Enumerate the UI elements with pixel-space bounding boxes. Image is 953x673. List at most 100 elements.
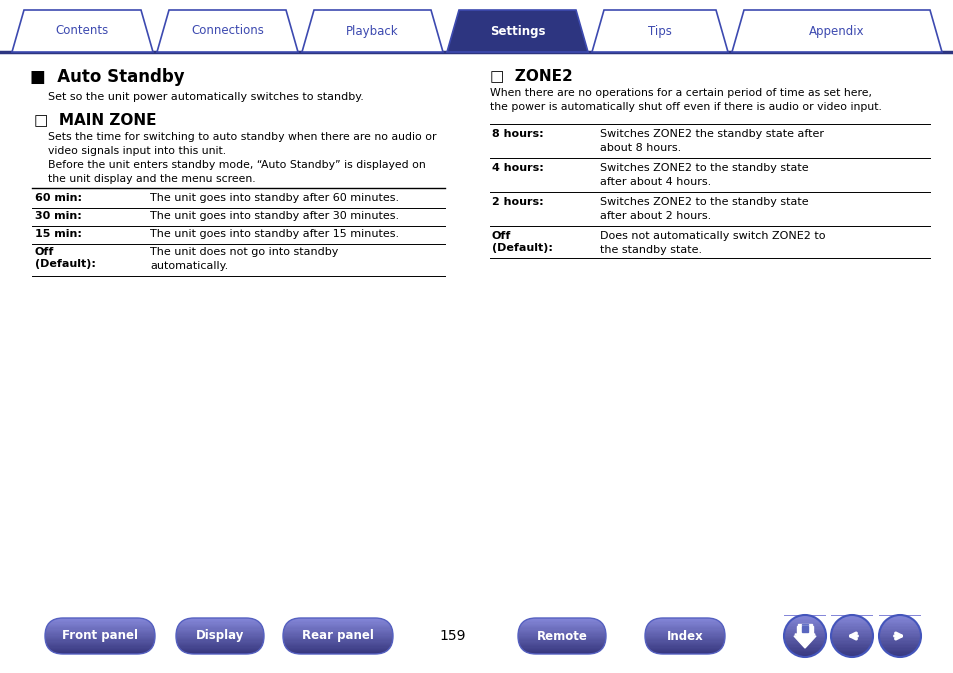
Bar xyxy=(783,649,825,651)
Bar xyxy=(283,652,393,654)
Bar xyxy=(644,623,724,625)
Bar xyxy=(783,617,825,619)
Bar xyxy=(45,625,154,627)
Bar xyxy=(783,640,825,641)
Polygon shape xyxy=(794,634,814,646)
Bar xyxy=(878,631,920,633)
Bar xyxy=(644,631,724,633)
Bar xyxy=(45,634,154,636)
Bar xyxy=(644,644,724,645)
Bar xyxy=(175,651,264,653)
Bar xyxy=(783,644,825,646)
Bar xyxy=(878,625,920,626)
Bar xyxy=(783,620,825,622)
Bar xyxy=(517,647,605,649)
Bar xyxy=(175,626,264,628)
Bar xyxy=(45,632,154,633)
Bar xyxy=(517,629,605,630)
Bar xyxy=(283,637,393,639)
Bar xyxy=(517,632,605,633)
Bar xyxy=(283,623,393,624)
Bar xyxy=(517,649,605,650)
Bar xyxy=(644,618,724,619)
Bar xyxy=(783,655,825,657)
Bar xyxy=(830,630,872,632)
Text: Remote: Remote xyxy=(536,629,587,643)
Bar xyxy=(283,621,393,623)
Bar xyxy=(878,618,920,621)
Bar xyxy=(830,617,872,619)
Bar xyxy=(517,629,605,631)
Bar xyxy=(830,616,872,618)
Text: 2 hours:: 2 hours: xyxy=(492,197,543,207)
Bar xyxy=(45,649,154,650)
Bar xyxy=(830,647,872,649)
Bar xyxy=(878,649,920,651)
Text: Off
(Default):: Off (Default): xyxy=(492,231,553,252)
Bar xyxy=(878,641,920,643)
Bar xyxy=(830,626,872,628)
Bar xyxy=(175,621,264,623)
Bar xyxy=(517,634,605,636)
Bar xyxy=(45,621,154,623)
Bar xyxy=(644,638,724,639)
Bar xyxy=(783,637,825,639)
Bar xyxy=(175,643,264,645)
Bar xyxy=(878,637,920,639)
Bar xyxy=(45,631,154,633)
Bar xyxy=(878,634,920,636)
Bar xyxy=(45,627,154,629)
Bar xyxy=(283,633,393,635)
Bar xyxy=(283,620,393,622)
Bar xyxy=(878,635,920,637)
Bar xyxy=(517,650,605,651)
Bar xyxy=(830,644,872,646)
Bar xyxy=(175,637,264,639)
Bar xyxy=(45,639,154,641)
Polygon shape xyxy=(801,626,807,632)
Text: Rear panel: Rear panel xyxy=(302,629,374,643)
Bar xyxy=(830,627,872,629)
Polygon shape xyxy=(731,10,941,52)
Bar xyxy=(878,630,920,632)
Bar xyxy=(517,620,605,622)
Polygon shape xyxy=(447,10,587,52)
Bar xyxy=(45,647,154,649)
Bar xyxy=(175,634,264,636)
Bar xyxy=(283,631,393,633)
Bar xyxy=(283,623,393,625)
Bar xyxy=(644,645,724,647)
Bar xyxy=(830,638,872,640)
Bar xyxy=(517,646,605,648)
Bar xyxy=(830,637,872,639)
Bar xyxy=(783,643,825,645)
Text: 159: 159 xyxy=(439,629,466,643)
Text: Contents: Contents xyxy=(56,24,109,38)
Bar xyxy=(517,623,605,625)
Bar xyxy=(783,645,825,647)
Bar xyxy=(878,617,920,619)
Bar xyxy=(878,623,920,625)
Bar xyxy=(283,635,393,637)
Bar xyxy=(830,633,872,635)
Bar xyxy=(644,625,724,627)
Bar xyxy=(830,652,872,654)
Bar xyxy=(175,635,264,637)
Bar xyxy=(644,629,724,630)
Bar xyxy=(878,626,920,628)
Bar xyxy=(783,641,825,643)
Bar xyxy=(517,625,605,627)
Bar xyxy=(644,646,724,648)
Text: Sets the time for switching to auto standby when there are no audio or
video sig: Sets the time for switching to auto stan… xyxy=(48,132,436,156)
Bar xyxy=(283,634,393,636)
Bar xyxy=(175,632,264,633)
Text: When there are no operations for a certain period of time as set here,
the power: When there are no operations for a certa… xyxy=(490,88,881,112)
Text: 60 min:: 60 min: xyxy=(35,193,82,203)
Bar xyxy=(644,651,724,653)
Bar xyxy=(175,625,264,627)
Bar xyxy=(517,626,605,628)
Bar xyxy=(283,641,393,643)
Bar xyxy=(175,620,264,622)
Bar xyxy=(283,627,393,629)
Bar xyxy=(45,626,154,628)
